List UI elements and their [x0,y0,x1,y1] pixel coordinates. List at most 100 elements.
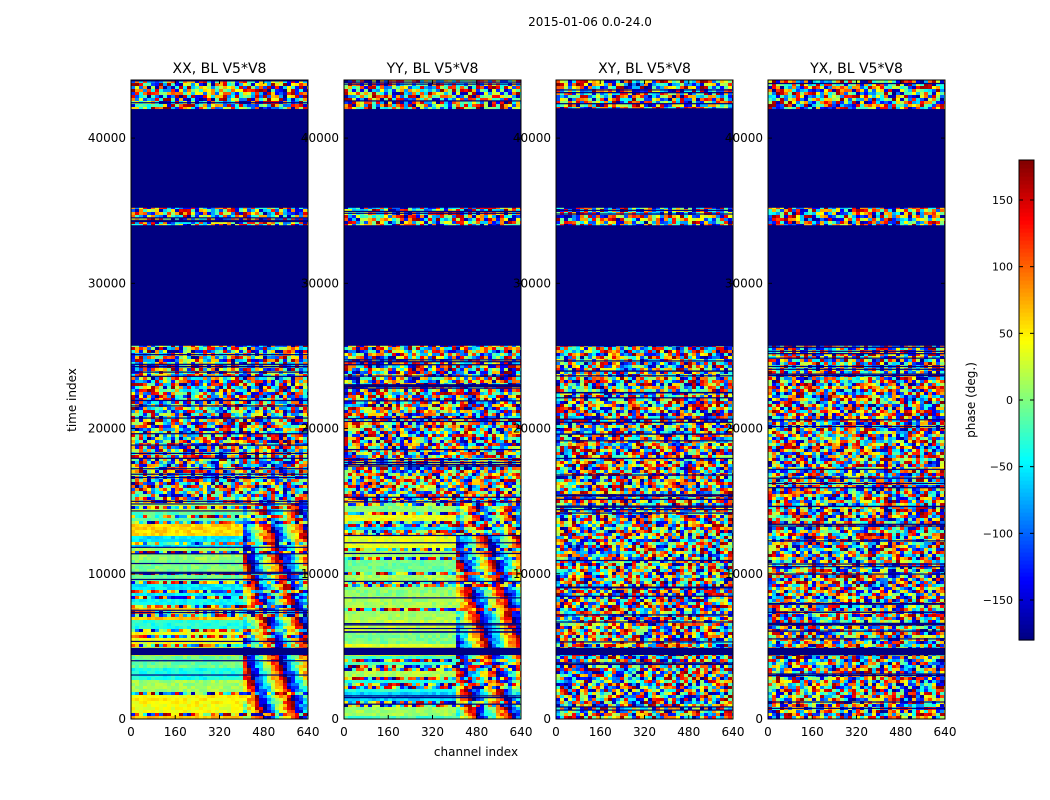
colorbar-segment [1019,324,1034,329]
y-tick-label: 30000 [88,276,126,290]
colorbar-segment [1019,356,1034,361]
colorbar-tick-label: 50 [999,327,1013,340]
colorbar-segment [1019,180,1034,185]
colorbar-segment [1019,548,1034,553]
colorbar-segment [1019,216,1034,221]
flagged-block [131,647,308,656]
colorbar-segment [1019,388,1034,393]
colorbar-segment [1019,624,1034,629]
colorbar-tick-label: 0 [1006,394,1013,407]
colorbar-segment [1019,588,1034,593]
colorbar-segment [1019,172,1034,177]
y-tick-label: 20000 [88,422,126,436]
colorbar-segment [1019,416,1034,421]
colorbar-segment [1019,348,1034,353]
colorbar-segment [1019,564,1034,569]
x-tick-label: 160 [377,725,400,739]
x-tick-label: 160 [801,725,824,739]
y-tick-label: 10000 [725,567,763,581]
colorbar-segment [1019,268,1034,273]
colorbar-segment [1019,364,1034,369]
x-tick-label: 320 [421,725,444,739]
colorbar-segment [1019,400,1034,405]
colorbar-segment [1019,292,1034,297]
colorbar-segment [1019,208,1034,213]
colorbar-segment [1019,228,1034,233]
y-tick-label: 0 [118,712,126,726]
colorbar-segment [1019,460,1034,465]
colorbar-segment [1019,380,1034,385]
colorbar-segment [1019,256,1034,261]
y-axis-label: time index [65,368,79,432]
colorbar-segment [1019,308,1034,313]
colorbar-segment [1019,532,1034,537]
x-tick-label: 320 [845,725,868,739]
x-tick-label: 480 [252,725,275,739]
flagged-block [768,109,945,208]
colorbar-segment [1019,316,1034,321]
colorbar-segment [1019,432,1034,437]
colorbar-segment [1019,404,1034,409]
colorbar-segment [1019,376,1034,381]
colorbar-segment [1019,332,1034,337]
colorbar-label: phase (deg.) [964,362,978,438]
colorbar-segment [1019,300,1034,305]
x-tick-label: 640 [297,725,320,739]
colorbar-segment [1019,536,1034,541]
colorbar-segment [1019,576,1034,581]
x-tick-label: 160 [164,725,187,739]
colorbar-segment [1019,632,1034,637]
colorbar-segment [1019,512,1034,517]
y-tick-label: 30000 [301,276,339,290]
colorbar-segment [1019,456,1034,461]
colorbar-segment [1019,500,1034,505]
y-tick-label: 30000 [725,276,763,290]
x-tick-label: 480 [677,725,700,739]
colorbar-segment [1019,448,1034,453]
x-tick-label: 0 [340,725,348,739]
colorbar-segment [1019,276,1034,281]
panel-title: XX, BL V5*V8 [173,61,267,77]
colorbar-segment [1019,236,1034,241]
flagged-block [556,109,733,208]
panels-group: XX, BL V5*V8 0 160 320 480 640 0 10000 20000 3000… [88,61,957,739]
colorbar-segment [1019,560,1034,565]
x-tick-label: 0 [764,725,772,739]
colorbar-segment [1019,628,1034,633]
y-tick-label: 20000 [725,422,763,436]
colorbar-segment [1019,160,1034,165]
figure-suptitle: 2015-01-06 0.0-24.0 [528,15,652,29]
colorbar-segment [1019,428,1034,433]
colorbar-segment [1019,264,1034,269]
x-tick-label: 320 [633,725,656,739]
colorbar-segment [1019,272,1034,277]
y-tick-label: 10000 [513,567,551,581]
colorbar-segment [1019,188,1034,193]
colorbar-segment [1019,584,1034,589]
colorbar-segment [1019,328,1034,333]
colorbar-segment [1019,604,1034,609]
colorbar-segment [1019,352,1034,357]
colorbar-segment [1019,280,1034,285]
x-tick-label: 480 [465,725,488,739]
x-tick-label: 640 [510,725,533,739]
colorbar-segment [1019,492,1034,497]
y-tick-label: 40000 [301,131,339,145]
colorbar-segment [1019,636,1034,641]
colorbar-segment [1019,224,1034,229]
flagged-block [344,647,521,656]
colorbar-segment [1019,476,1034,481]
colorbar-segment [1019,340,1034,345]
colorbar-segment [1019,440,1034,445]
colorbar-segment [1019,528,1034,533]
colorbar-segment [1019,252,1034,257]
colorbar-segment [1019,540,1034,545]
colorbar-segment [1019,392,1034,397]
flagged-block [556,647,733,656]
colorbar-segment [1019,480,1034,485]
colorbar-segment [1019,184,1034,189]
x-axis-label: channel index [434,745,518,759]
flagged-block [344,225,521,346]
colorbar-segment [1019,556,1034,561]
y-tick-label: 40000 [513,131,551,145]
